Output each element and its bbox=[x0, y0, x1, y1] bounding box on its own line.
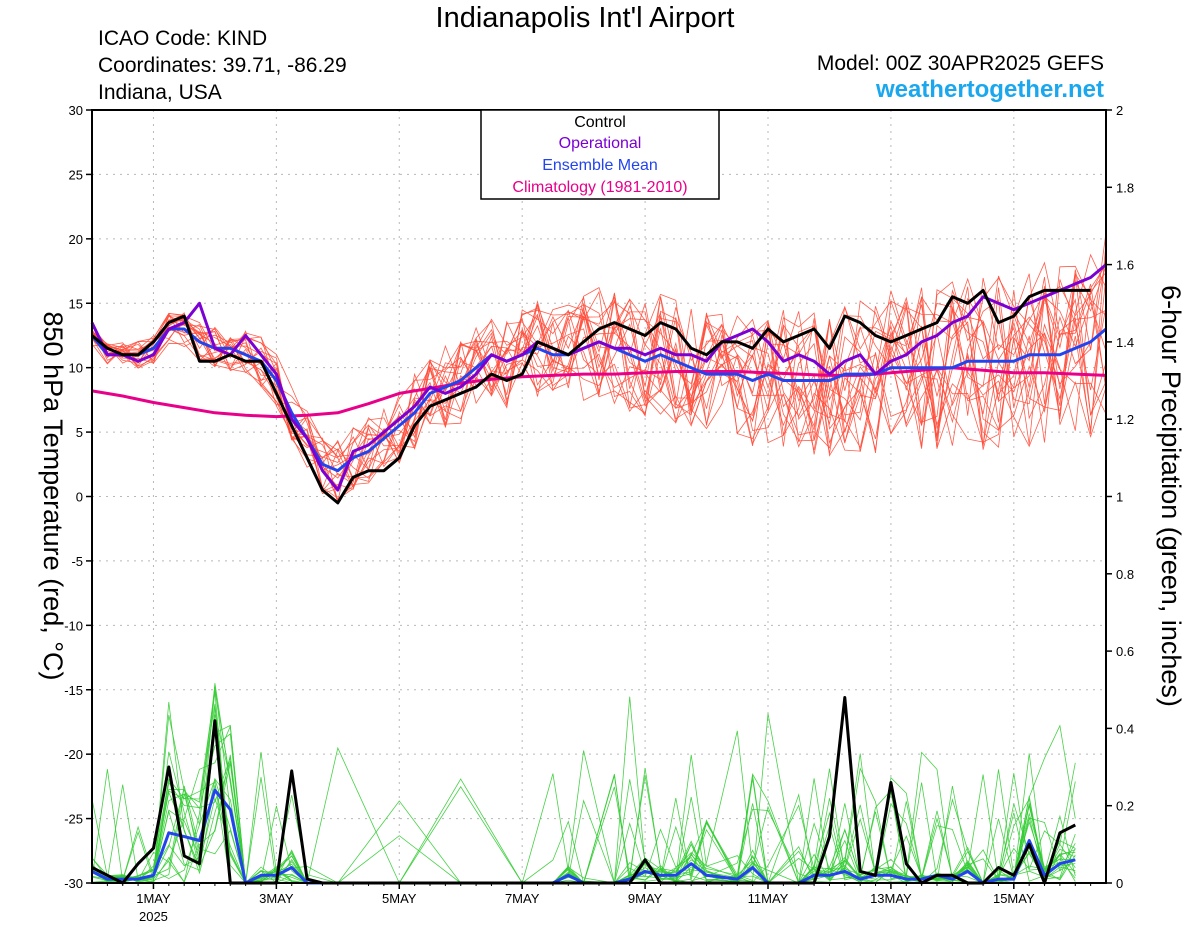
y-left-tick-label: -20 bbox=[64, 747, 83, 762]
legend-climatology: Climatology (1981-2010) bbox=[512, 179, 687, 196]
y-left-tick-label: -5 bbox=[71, 554, 83, 569]
axis-ticks: 302520151050-5-10-15-20-25-3021.81.61.41… bbox=[64, 103, 1134, 924]
y-left-tick-label: -10 bbox=[64, 618, 83, 633]
website-link[interactable]: weathertogether.net bbox=[875, 76, 1104, 103]
region: Indiana, USA bbox=[98, 81, 222, 104]
y-right-tick-label: 1.8 bbox=[1116, 180, 1134, 195]
precipitation-member-line bbox=[91, 751, 1076, 884]
temperature-member-line bbox=[91, 295, 1107, 471]
x-tick-label: 13MAY bbox=[870, 891, 912, 906]
y-right-tick-label: 0.6 bbox=[1116, 644, 1134, 659]
temperature-member-line bbox=[91, 273, 1107, 492]
y-left-tick-label: 10 bbox=[69, 361, 83, 376]
y-right-tick-label: 2 bbox=[1116, 103, 1123, 118]
chart-title: Indianapolis Int'l Airport bbox=[435, 2, 735, 34]
y-left-tick-label: 0 bbox=[76, 490, 83, 505]
x-tick-label: 1MAY bbox=[136, 891, 171, 906]
y-right-tick-label: 0.4 bbox=[1116, 721, 1134, 736]
legend-operational: Operational bbox=[559, 135, 642, 152]
y-left-tick-label: 25 bbox=[69, 167, 83, 182]
y-left-tick-label: -15 bbox=[64, 683, 83, 698]
temperature-member-line bbox=[91, 275, 1107, 490]
y-right-tick-label: 0 bbox=[1116, 876, 1123, 891]
temperature-member-line bbox=[91, 298, 1107, 471]
x-tick-label: 7MAY bbox=[505, 891, 540, 906]
y-left-tick-label: -30 bbox=[64, 876, 83, 891]
precip-ensemble-mean-line bbox=[91, 788, 1076, 885]
x-tick-label: 5MAY bbox=[382, 891, 417, 906]
coordinates: Coordinates: 39.71, -86.29 bbox=[98, 54, 347, 77]
y-right-tick-label: 1.2 bbox=[1116, 412, 1134, 427]
x-tick-year-label: 2025 bbox=[139, 909, 168, 924]
temperature-member-line bbox=[91, 253, 1107, 495]
model-run: Model: 00Z 30APR2025 GEFS bbox=[816, 52, 1104, 75]
grid-lines bbox=[92, 110, 1106, 883]
x-tick-label: 15MAY bbox=[993, 891, 1035, 906]
temperature-member-line bbox=[91, 265, 1107, 499]
precipitation-member-line bbox=[91, 773, 1076, 884]
x-tick-label: 9MAY bbox=[628, 891, 663, 906]
legend-control: Control bbox=[574, 114, 626, 131]
y-right-tick-label: 1.4 bbox=[1116, 335, 1134, 350]
y-axis-right-label: 6-hour Precipitation (green, inches) bbox=[1156, 285, 1186, 707]
temperature-member-line bbox=[91, 261, 1107, 471]
x-tick-label: 3MAY bbox=[259, 891, 294, 906]
icao-code: ICAO Code: KIND bbox=[98, 27, 268, 50]
legend-box bbox=[480, 109, 720, 200]
legend-ensemble-mean: Ensemble Mean bbox=[542, 157, 658, 174]
legend: Control Operational Ensemble Mean Climat… bbox=[480, 109, 720, 200]
y-left-tick-label: -25 bbox=[64, 812, 83, 827]
y-left-tick-label: 15 bbox=[69, 296, 83, 311]
temp-control-line bbox=[91, 288, 1091, 505]
y-axis-left-label: 850 hPa Temperature (red, °C) bbox=[38, 312, 68, 681]
y-right-tick-label: 1 bbox=[1116, 490, 1123, 505]
y-left-tick-label: 5 bbox=[76, 425, 83, 440]
temperature-member-line bbox=[91, 232, 1107, 493]
y-left-tick-label: 20 bbox=[69, 232, 83, 247]
main-series bbox=[90, 263, 1107, 885]
y-right-tick-label: 0.8 bbox=[1116, 567, 1134, 582]
y-right-tick-label: 1.6 bbox=[1116, 258, 1134, 273]
temperature-member-line bbox=[91, 272, 1107, 479]
precip-control-line bbox=[91, 696, 1076, 885]
temp-operational-line bbox=[90, 263, 1107, 492]
x-tick-label: 11MAY bbox=[748, 891, 789, 906]
y-left-tick-label: 30 bbox=[69, 103, 83, 118]
y-right-tick-label: 0.2 bbox=[1116, 799, 1134, 814]
